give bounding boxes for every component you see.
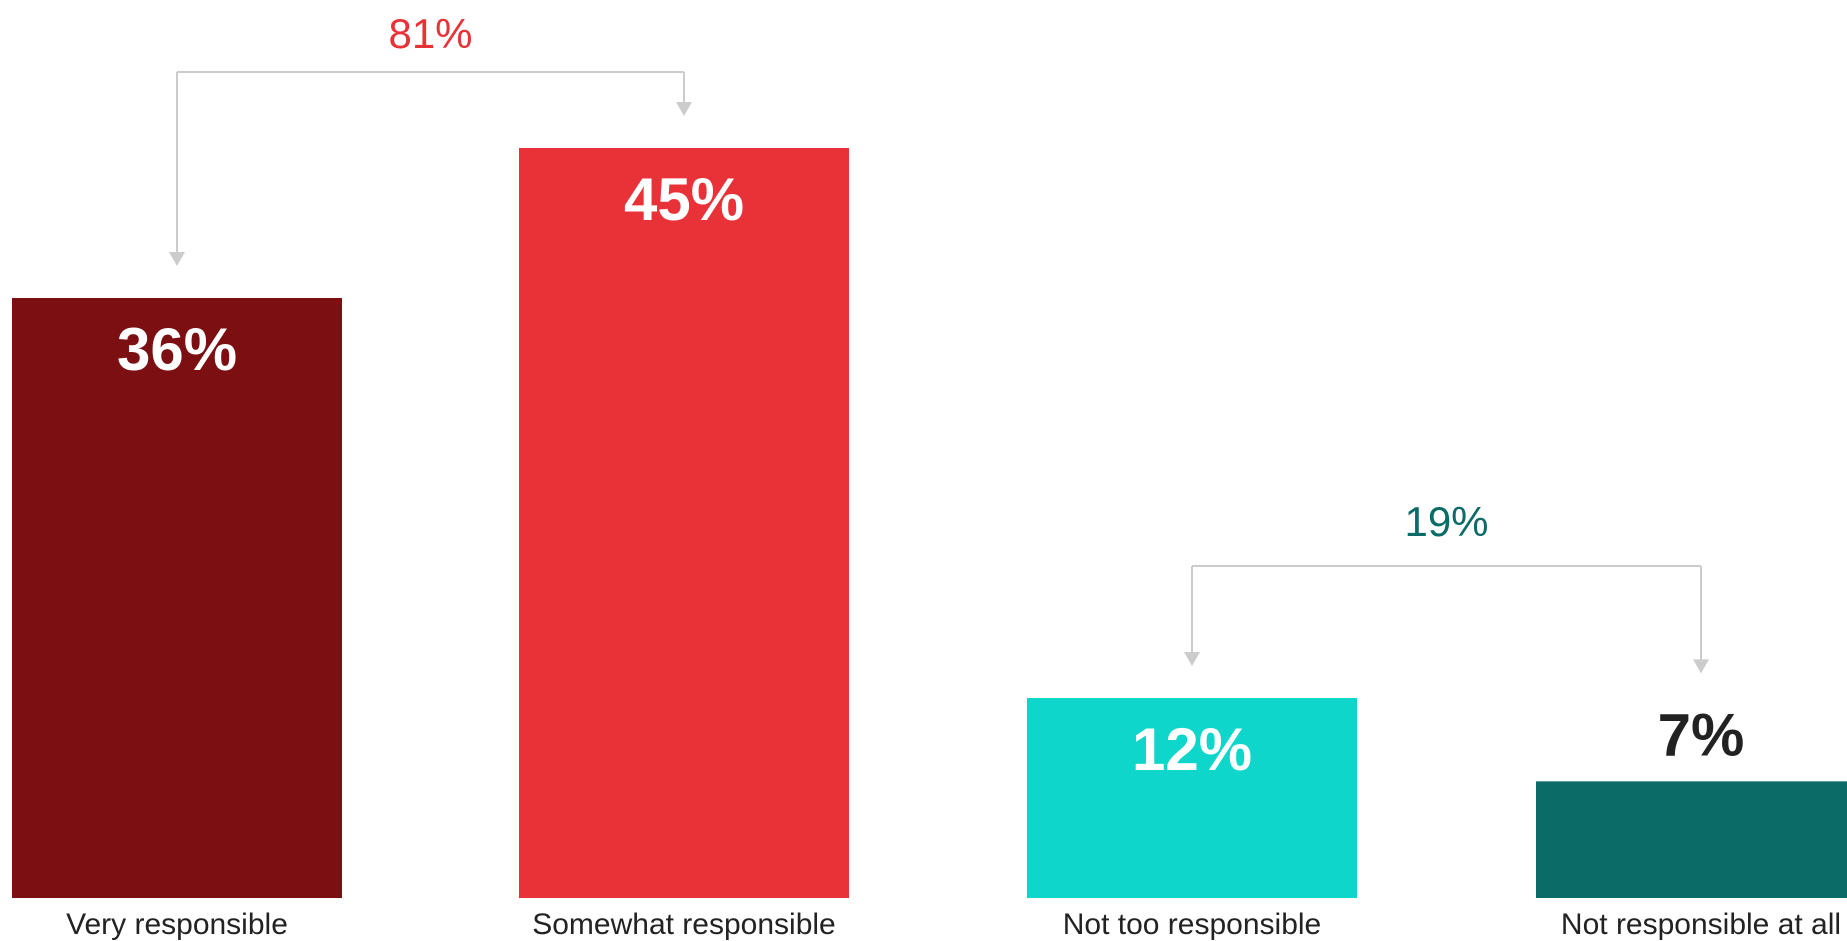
- bar-4: [1536, 781, 1847, 898]
- bar-3: [1027, 698, 1357, 898]
- bar-1: [12, 298, 342, 898]
- category-label-1: Very responsible: [66, 908, 288, 941]
- group-total-label-2: 19%: [1404, 498, 1488, 545]
- group-total-label-1: 81%: [388, 10, 472, 57]
- category-label-4: Not responsible at all: [1561, 908, 1841, 941]
- group-bracket-1: 81%: [169, 10, 692, 266]
- arrow-head-icon: [1184, 652, 1200, 666]
- bar-value-label-4: 7%: [1658, 701, 1745, 768]
- bar-value-label-2: 45%: [624, 166, 744, 233]
- arrow-head-icon: [1693, 659, 1709, 674]
- bar-2: [519, 148, 849, 898]
- bar-value-label-1: 36%: [117, 316, 237, 383]
- group-bracket-2: 19%: [1184, 498, 1709, 674]
- category-label-2: Somewhat responsible: [532, 908, 836, 941]
- arrow-head-icon: [169, 252, 185, 266]
- arrow-head-icon: [676, 102, 692, 116]
- bar-value-label-3: 12%: [1132, 716, 1252, 783]
- category-label-3: Not too responsible: [1063, 908, 1322, 941]
